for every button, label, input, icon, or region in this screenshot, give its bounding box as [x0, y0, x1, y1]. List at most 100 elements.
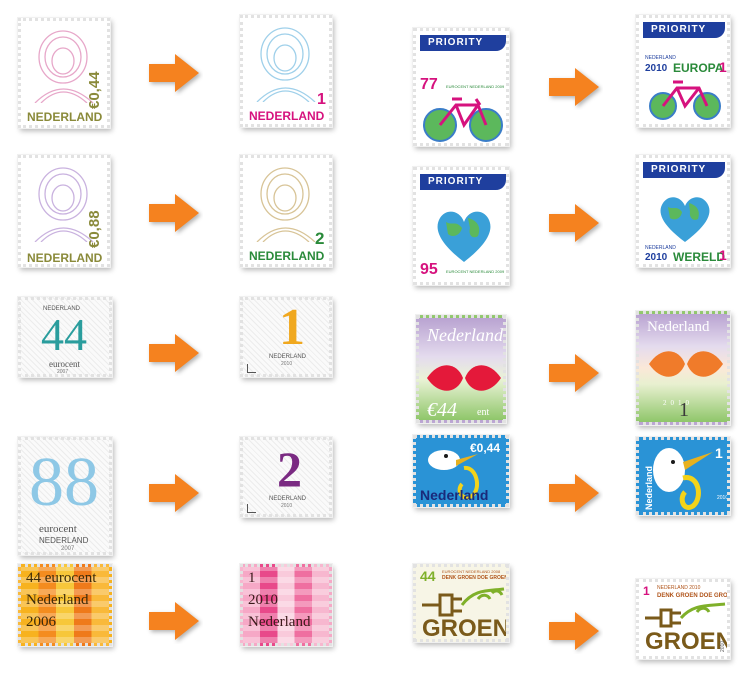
stamp-unit: eurocent — [39, 523, 77, 535]
bicycle-icon — [649, 80, 721, 120]
lips-icon — [427, 365, 501, 391]
portrait-icon — [256, 27, 316, 102]
stamp-cijfer-2: 2 NEDERLAND 2010 — [239, 436, 333, 518]
stamp-value: 95 — [420, 261, 438, 278]
priority-banner — [643, 22, 725, 38]
priority-label: PRIORITY — [651, 164, 707, 175]
globe-heart-icon — [437, 211, 491, 262]
stamp-value: €44 — [427, 399, 457, 421]
priority-banner — [420, 35, 506, 51]
priority-label: PRIORITY — [651, 24, 707, 35]
stamp-value: 1 — [715, 445, 723, 461]
stamp-year: 2010 — [717, 495, 729, 501]
stamp-zone: EUROPA — [673, 61, 724, 75]
portrait-icon — [34, 167, 94, 242]
stamp-unit: eurocent — [49, 359, 80, 369]
plug-icon — [645, 602, 726, 628]
arrow-right-icon — [149, 474, 199, 512]
stamp-priority-europa: PRIORITY NEDERLAND 2010 EUROPA 1 — [635, 14, 731, 128]
stamp-value: 44 — [41, 309, 87, 360]
stamp-blokken-1: 1 2010 Nederland — [239, 563, 333, 647]
stamp-line1: 44 eurocent — [26, 570, 97, 586]
stamp-cijfer-44: NEDERLAND 44 eurocent 2007 — [17, 296, 113, 378]
stamp-value: 44 — [420, 568, 436, 584]
stamp-country: NEDERLAND — [249, 109, 325, 123]
arrow-right-icon — [549, 612, 599, 650]
arrow-right-icon — [549, 474, 599, 512]
globe-heart-icon — [660, 197, 710, 242]
arrow-right-icon — [149, 54, 199, 92]
stamp-country: NEDERLAND — [39, 536, 89, 545]
stamp-value: 1 — [317, 91, 326, 108]
stamp-groen-1: 1 NEDERLAND 2010 DENK GROEN DOE GROEN GR… — [635, 578, 731, 660]
stamp-value: 88 — [29, 444, 99, 521]
stamp-caption1: NEDERLAND 2010 — [657, 585, 701, 591]
stamp-year: 2010 — [281, 361, 293, 367]
stamp-line2: 2010 — [248, 592, 278, 608]
stamp-value: 1 — [719, 247, 727, 263]
stamp-caption: EUROCENT NEDERLAND 2009 — [446, 269, 505, 274]
stamp-groen-44: 44 EUROCENT NEDERLAND 2008 DENK GROEN DO… — [412, 563, 510, 643]
stamp-blokken-44: 44 eurocent Nederland 2006 — [17, 563, 113, 647]
stamp-country: NEDERLAND — [269, 354, 307, 360]
arrow-right-icon — [549, 68, 599, 106]
stamp-value: 1 — [643, 584, 650, 598]
arrow-right-icon — [549, 354, 599, 392]
stamp-beatrix-2: 2 NEDERLAND — [239, 154, 333, 268]
block-pattern — [243, 567, 329, 643]
stamp-lips-1: Nederland 2010 1 — [635, 310, 731, 426]
stamp-word: GROEN — [422, 615, 509, 642]
stamp-cijfer-88: 88 eurocent NEDERLAND 2007 — [17, 436, 113, 556]
corner-mark — [247, 504, 256, 513]
stamp-caption2: DENK GROEN DOE GROEN — [442, 575, 508, 581]
stamp-priority-95: PRIORITY 95 EUROCENT NEDERLAND 2009 — [412, 166, 510, 286]
stamp-value: €0,44 — [470, 441, 501, 455]
stamp-country: NEDERLAND — [27, 251, 103, 265]
stamp-label: NEDERLAND — [645, 245, 676, 251]
stamp-caption: EUROCENT NEDERLAND 2009 — [446, 84, 505, 89]
plug-icon — [422, 587, 505, 617]
stamp-country: NEDERLAND — [249, 249, 325, 263]
stamp-beatrix-044: NEDERLAND €0,44 — [17, 17, 111, 129]
stamp-beatrix-088: NEDERLAND €0,88 — [17, 154, 111, 268]
stamp-year: 2010 — [645, 63, 668, 74]
stamp-year: 2010 — [663, 399, 693, 407]
stamp-priority-wereld: PRIORITY NEDERLAND 2010 WERELD 1 — [635, 154, 731, 268]
stamp-zone: WERELD — [673, 250, 725, 264]
stamp-year: 2010 — [281, 503, 293, 509]
stamp-country: Nederland — [420, 487, 489, 503]
stamp-value: €0,88 — [86, 210, 103, 248]
stamp-value: 1 — [679, 399, 689, 421]
priority-label: PRIORITY — [428, 176, 484, 187]
stamp-value: 1 — [279, 299, 305, 356]
stamp-cijfer-1: 1 NEDERLAND 2010 — [239, 296, 333, 378]
stamp-value: 2 — [277, 441, 302, 497]
lips-icon — [649, 351, 723, 377]
priority-banner — [643, 162, 725, 178]
stamp-value: 2 — [315, 229, 325, 248]
stork-icon — [428, 450, 480, 500]
stamp-value: 77 — [420, 76, 438, 93]
stamp-unit: ent — [477, 407, 490, 418]
stamp-year: 2007 — [57, 369, 69, 375]
stamp-word: GROEN — [645, 628, 730, 655]
portrait-icon — [34, 30, 94, 103]
block-pattern — [21, 567, 109, 643]
stamp-value: €0,44 — [86, 71, 103, 109]
stamp-lips-44: Nederland €44 ent — [415, 314, 507, 424]
corner-mark — [247, 364, 256, 373]
arrow-right-icon — [549, 204, 599, 242]
priority-banner — [420, 174, 506, 190]
stamp-label: NEDERLAND — [645, 55, 676, 61]
stamp-beatrix-1: 1 NEDERLAND — [239, 14, 333, 128]
stamp-stork-1: Nederland 1 2010 — [635, 436, 731, 516]
stamp-priority-77: PRIORITY 77 EUROCENT NEDERLAND 2009 — [412, 27, 510, 147]
stamp-line1: 1 — [248, 570, 256, 586]
stamp-line3: 2006 — [26, 614, 56, 630]
stamp-country: Nederland — [644, 465, 654, 510]
stamp-year: 2010 — [720, 640, 726, 652]
stamp-country: Nederland — [647, 319, 710, 335]
stamp-stork-044: €0,44 Nederland — [412, 434, 510, 508]
bicycle-icon — [423, 97, 503, 142]
stamp-country: NEDERLAND — [43, 306, 81, 312]
